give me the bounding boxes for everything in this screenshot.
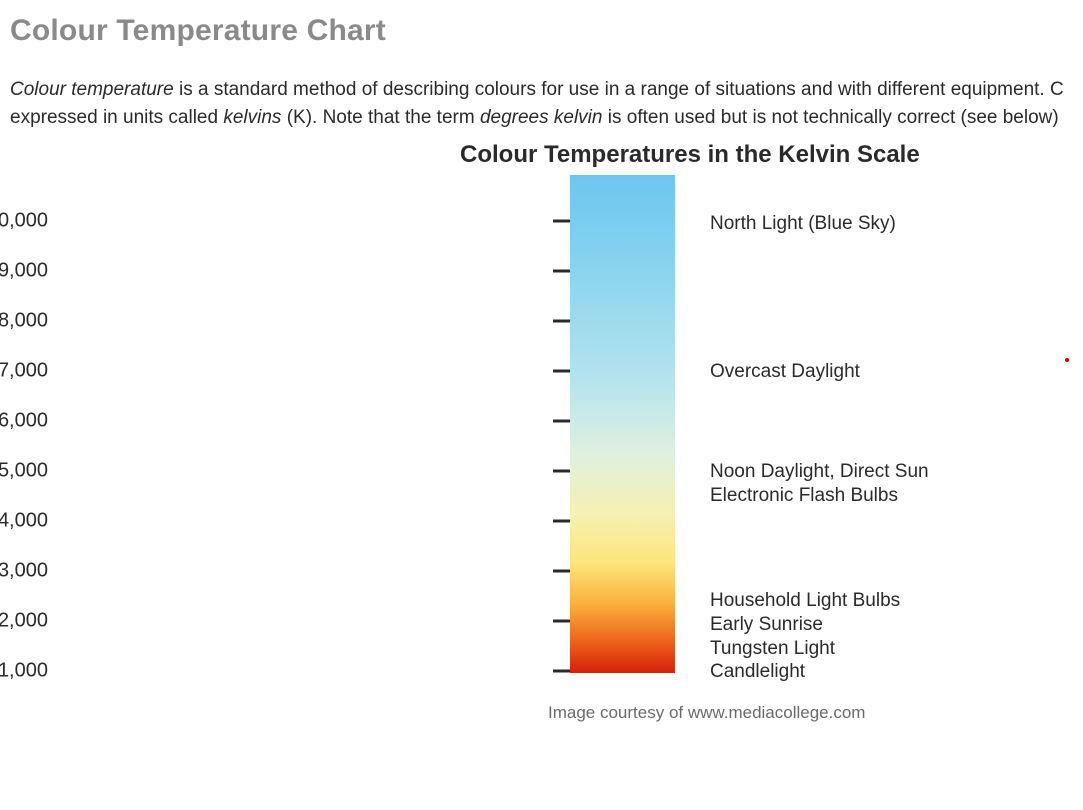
tick-label: 3,000 bbox=[0, 560, 48, 583]
annotation: Household Light Bulbs Early Sunrise Tung… bbox=[710, 589, 900, 684]
chart-caption: Image courtesy of www.mediacollege.com bbox=[548, 703, 865, 723]
intro-term-1: Colour temperature bbox=[10, 79, 174, 100]
intro-text-1: is a standard method of describing colou… bbox=[174, 79, 1064, 100]
intro-text-2b: (K). Note that the term bbox=[281, 107, 480, 128]
intro-text-2a: expressed in units called bbox=[10, 107, 223, 128]
red-dot-decoration bbox=[1065, 358, 1069, 362]
intro-term-3: degrees kelvin bbox=[480, 107, 603, 128]
page-root: Colour Temperature Chart Colour temperat… bbox=[0, 0, 1083, 810]
tick-label: 9,000 bbox=[0, 260, 48, 283]
tick-label: 6,000 bbox=[0, 410, 48, 433]
intro-paragraph: Colour temperature is a standard method … bbox=[10, 76, 1073, 131]
tick-label: 10,000 bbox=[0, 210, 48, 233]
tick-mark bbox=[553, 420, 570, 423]
tick-label: 2,000 bbox=[0, 610, 48, 633]
tick-mark bbox=[553, 620, 570, 623]
page-title: Colour Temperature Chart bbox=[10, 14, 1073, 48]
tick-label: 5,000 bbox=[0, 460, 48, 483]
annotation: Overcast Daylight bbox=[710, 360, 860, 384]
tick-mark bbox=[553, 470, 570, 473]
tick-mark bbox=[553, 520, 570, 523]
tick-mark bbox=[553, 320, 570, 323]
tick-mark bbox=[553, 220, 570, 223]
annotation: North Light (Blue Sky) bbox=[710, 212, 896, 236]
tick-label: 1,000 bbox=[0, 660, 48, 683]
tick-mark bbox=[553, 670, 570, 673]
annotation: Noon Daylight, Direct Sun Electronic Fla… bbox=[710, 460, 929, 508]
tick-mark bbox=[553, 270, 570, 273]
tick-label: 8,000 bbox=[0, 310, 48, 333]
tick-label: 7,000 bbox=[0, 360, 48, 383]
gradient-bar bbox=[570, 175, 675, 673]
intro-text-2c: is often used but is not technically cor… bbox=[602, 107, 1058, 128]
tick-mark bbox=[553, 370, 570, 373]
tick-mark bbox=[553, 570, 570, 573]
tick-label: 4,000 bbox=[0, 510, 48, 533]
tick-container: 10,0009,0008,0007,0006,0005,0004,0003,00… bbox=[10, 141, 570, 741]
intro-term-2: kelvins bbox=[223, 107, 281, 128]
